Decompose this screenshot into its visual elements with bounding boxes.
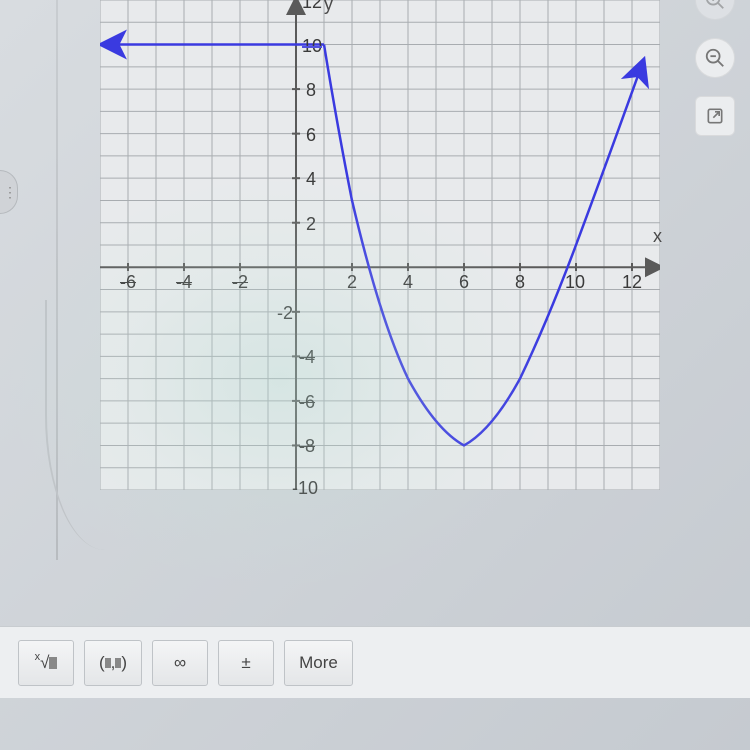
ytick-n4: -4 [299, 347, 315, 368]
tool-plus-minus[interactable]: ± [218, 640, 274, 686]
left-separator-curve [45, 300, 105, 550]
ytick-n6: -6 [299, 392, 315, 413]
coordinate-chart: 12 10 8 6 4 2 -2 -4 -6 -8 -10 -6 -4 -2 2… [100, 0, 660, 490]
popout-icon[interactable] [695, 96, 735, 136]
ytick-2: 2 [306, 214, 316, 235]
chart-svg [100, 0, 660, 490]
ytick-8: 8 [306, 80, 316, 101]
ytick-n10: -10 [292, 478, 318, 499]
xtick-4: 4 [403, 272, 413, 293]
ytick-n2: -2 [277, 303, 293, 324]
xtick-n4: -4 [176, 272, 192, 293]
zoom-out-icon[interactable] [695, 38, 735, 78]
ytick-12: 12 [302, 0, 322, 13]
ytick-4: 4 [306, 169, 316, 190]
axes [100, 5, 655, 490]
x-axis-label: x [653, 226, 662, 247]
drag-handle[interactable]: ⋮ [0, 170, 18, 214]
xtick-10: 10 [565, 272, 585, 293]
zoom-in-icon[interactable] [695, 0, 735, 20]
tool-more[interactable]: More [284, 640, 353, 686]
xtick-n2: -2 [232, 272, 248, 293]
math-toolbar: x√ (,) ∞ ± More [0, 626, 750, 698]
ytick-6: 6 [306, 125, 316, 146]
y-axis-label: y [324, 0, 333, 15]
xtick-8: 8 [515, 272, 525, 293]
xtick-n6: -6 [120, 272, 136, 293]
xtick-12: 12 [622, 272, 642, 293]
tool-nth-root[interactable]: x√ [18, 640, 74, 686]
ytick-10: 10 [302, 36, 322, 57]
ytick-n8: -8 [299, 436, 315, 457]
xtick-6: 6 [459, 272, 469, 293]
tool-infinity[interactable]: ∞ [152, 640, 208, 686]
xtick-2: 2 [347, 272, 357, 293]
tool-interval[interactable]: (,) [84, 640, 142, 686]
